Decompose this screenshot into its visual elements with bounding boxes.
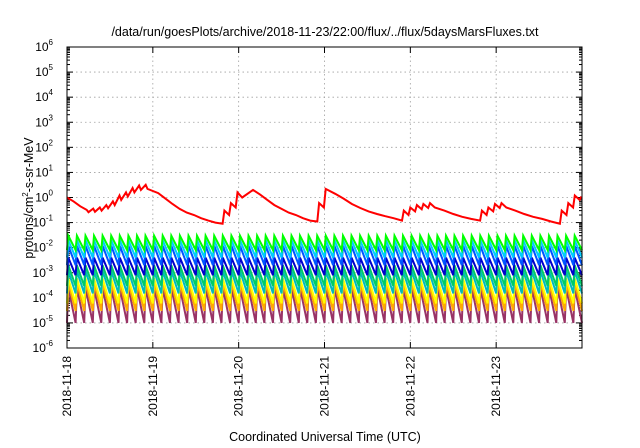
y-axis-label-base: protons/cm xyxy=(22,197,36,259)
plot-frame xyxy=(66,46,583,349)
y-tick-label: 10-2 xyxy=(33,239,54,255)
series-line-1 xyxy=(66,183,583,225)
y-tick-label: 10-3 xyxy=(33,264,54,280)
x-axis-ticks: 2018-11-18 2018-11-19 2018-11-20 2018-11-21… xyxy=(60,47,503,417)
series-line-7 xyxy=(66,270,583,294)
chart-title: /data/run/goesPlots/archive/2018-11-23/2… xyxy=(111,25,539,39)
y-axis-ticks: 10-6 10-5 10-4 10-3 10-2 10-1 100 101 102 103 104 1… xyxy=(33,38,582,355)
x-tick-label: 2018-11-18 xyxy=(60,356,74,417)
y-tick-label: 100 xyxy=(35,189,53,205)
y-tick-label: 106 xyxy=(35,38,53,54)
series-line-4 xyxy=(66,245,583,266)
y-axis-label-sup: 2 xyxy=(21,192,30,197)
x-tick-label: 2018-11-21 xyxy=(318,356,332,417)
y-tick-label: 105 xyxy=(35,63,53,79)
series-line-10 xyxy=(66,287,583,324)
y-tick-label: 10-4 xyxy=(33,289,54,305)
series-group xyxy=(66,183,583,324)
y-tick-label: 10-5 xyxy=(33,314,54,330)
y-tick-label: 10-6 xyxy=(33,339,54,355)
y-tick-label: 10-1 xyxy=(33,214,54,230)
x-tick-label: 2018-11-22 xyxy=(403,356,417,417)
series-line-8 xyxy=(66,278,583,304)
series-line-3 xyxy=(66,239,583,258)
series-line-2 xyxy=(66,232,583,254)
series-line-5 xyxy=(66,257,583,276)
y-axis-label-rest: -s-sr-MeV xyxy=(22,137,36,193)
y-tick-label: 101 xyxy=(35,163,53,179)
y-axis-label: protons/cm2-s-sr-MeV xyxy=(21,137,36,259)
x-axis-label: Coordinated Universal Time (UTC) xyxy=(229,430,421,444)
x-tick-label: 2018-11-20 xyxy=(232,356,246,417)
y-tick-label: 102 xyxy=(35,138,53,154)
series-line-6 xyxy=(66,264,583,287)
y-tick-label: 104 xyxy=(35,88,53,104)
x-tick-label: 2018-11-23 xyxy=(489,356,503,417)
series-line-9 xyxy=(66,282,583,312)
x-tick-label: 2018-11-19 xyxy=(146,356,160,417)
y-tick-label: 103 xyxy=(35,113,53,129)
